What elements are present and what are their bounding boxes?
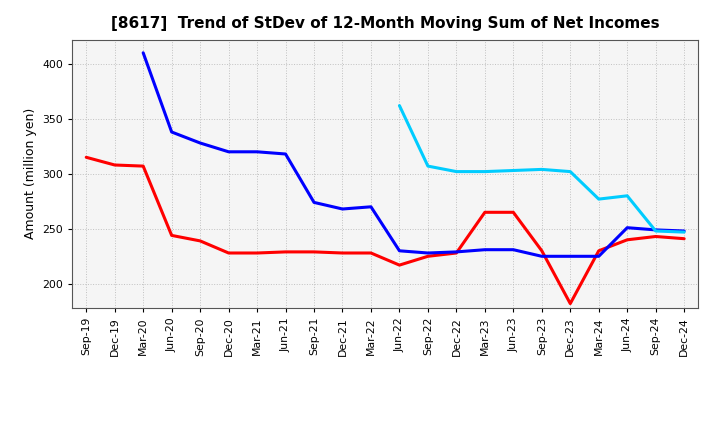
5 Years [253, 149, 261, 154]
3 Years [652, 234, 660, 239]
5 Years [537, 253, 546, 259]
5 Years [509, 247, 518, 252]
Y-axis label: Amount (million yen): Amount (million yen) [24, 108, 37, 239]
3 Years [509, 209, 518, 215]
7 Years [566, 169, 575, 174]
5 Years [167, 129, 176, 135]
3 Years [225, 250, 233, 256]
7 Years [680, 229, 688, 235]
3 Years [82, 154, 91, 160]
5 Years [452, 249, 461, 254]
5 Years [196, 140, 204, 146]
3 Years [423, 253, 432, 259]
5 Years [366, 204, 375, 209]
3 Years [595, 248, 603, 253]
7 Years [509, 168, 518, 173]
7 Years [595, 196, 603, 202]
5 Years [139, 50, 148, 55]
3 Years [253, 250, 261, 256]
7 Years [480, 169, 489, 174]
5 Years [623, 225, 631, 230]
3 Years [282, 249, 290, 254]
5 Years [423, 250, 432, 256]
7 Years [452, 169, 461, 174]
7 Years [652, 228, 660, 234]
5 Years [595, 253, 603, 259]
3 Years [566, 301, 575, 306]
5 Years [225, 149, 233, 154]
3 Years [167, 233, 176, 238]
3 Years [366, 250, 375, 256]
5 Years [282, 151, 290, 157]
5 Years [310, 200, 318, 205]
3 Years [452, 250, 461, 256]
3 Years [196, 238, 204, 243]
5 Years [395, 248, 404, 253]
Line: 7 Years: 7 Years [400, 106, 684, 232]
5 Years [480, 247, 489, 252]
5 Years [566, 253, 575, 259]
Line: 3 Years: 3 Years [86, 157, 684, 304]
3 Years [680, 236, 688, 241]
3 Years [110, 162, 119, 168]
5 Years [652, 227, 660, 232]
3 Years [623, 237, 631, 242]
3 Years [338, 250, 347, 256]
5 Years [680, 228, 688, 234]
7 Years [537, 167, 546, 172]
3 Years [480, 209, 489, 215]
3 Years [310, 249, 318, 254]
Title: [8617]  Trend of StDev of 12-Month Moving Sum of Net Incomes: [8617] Trend of StDev of 12-Month Moving… [111, 16, 660, 32]
7 Years [623, 193, 631, 198]
5 Years [338, 206, 347, 212]
3 Years [139, 163, 148, 169]
7 Years [423, 163, 432, 169]
7 Years [395, 103, 404, 108]
Line: 5 Years: 5 Years [143, 53, 684, 256]
3 Years [395, 262, 404, 268]
3 Years [537, 248, 546, 253]
